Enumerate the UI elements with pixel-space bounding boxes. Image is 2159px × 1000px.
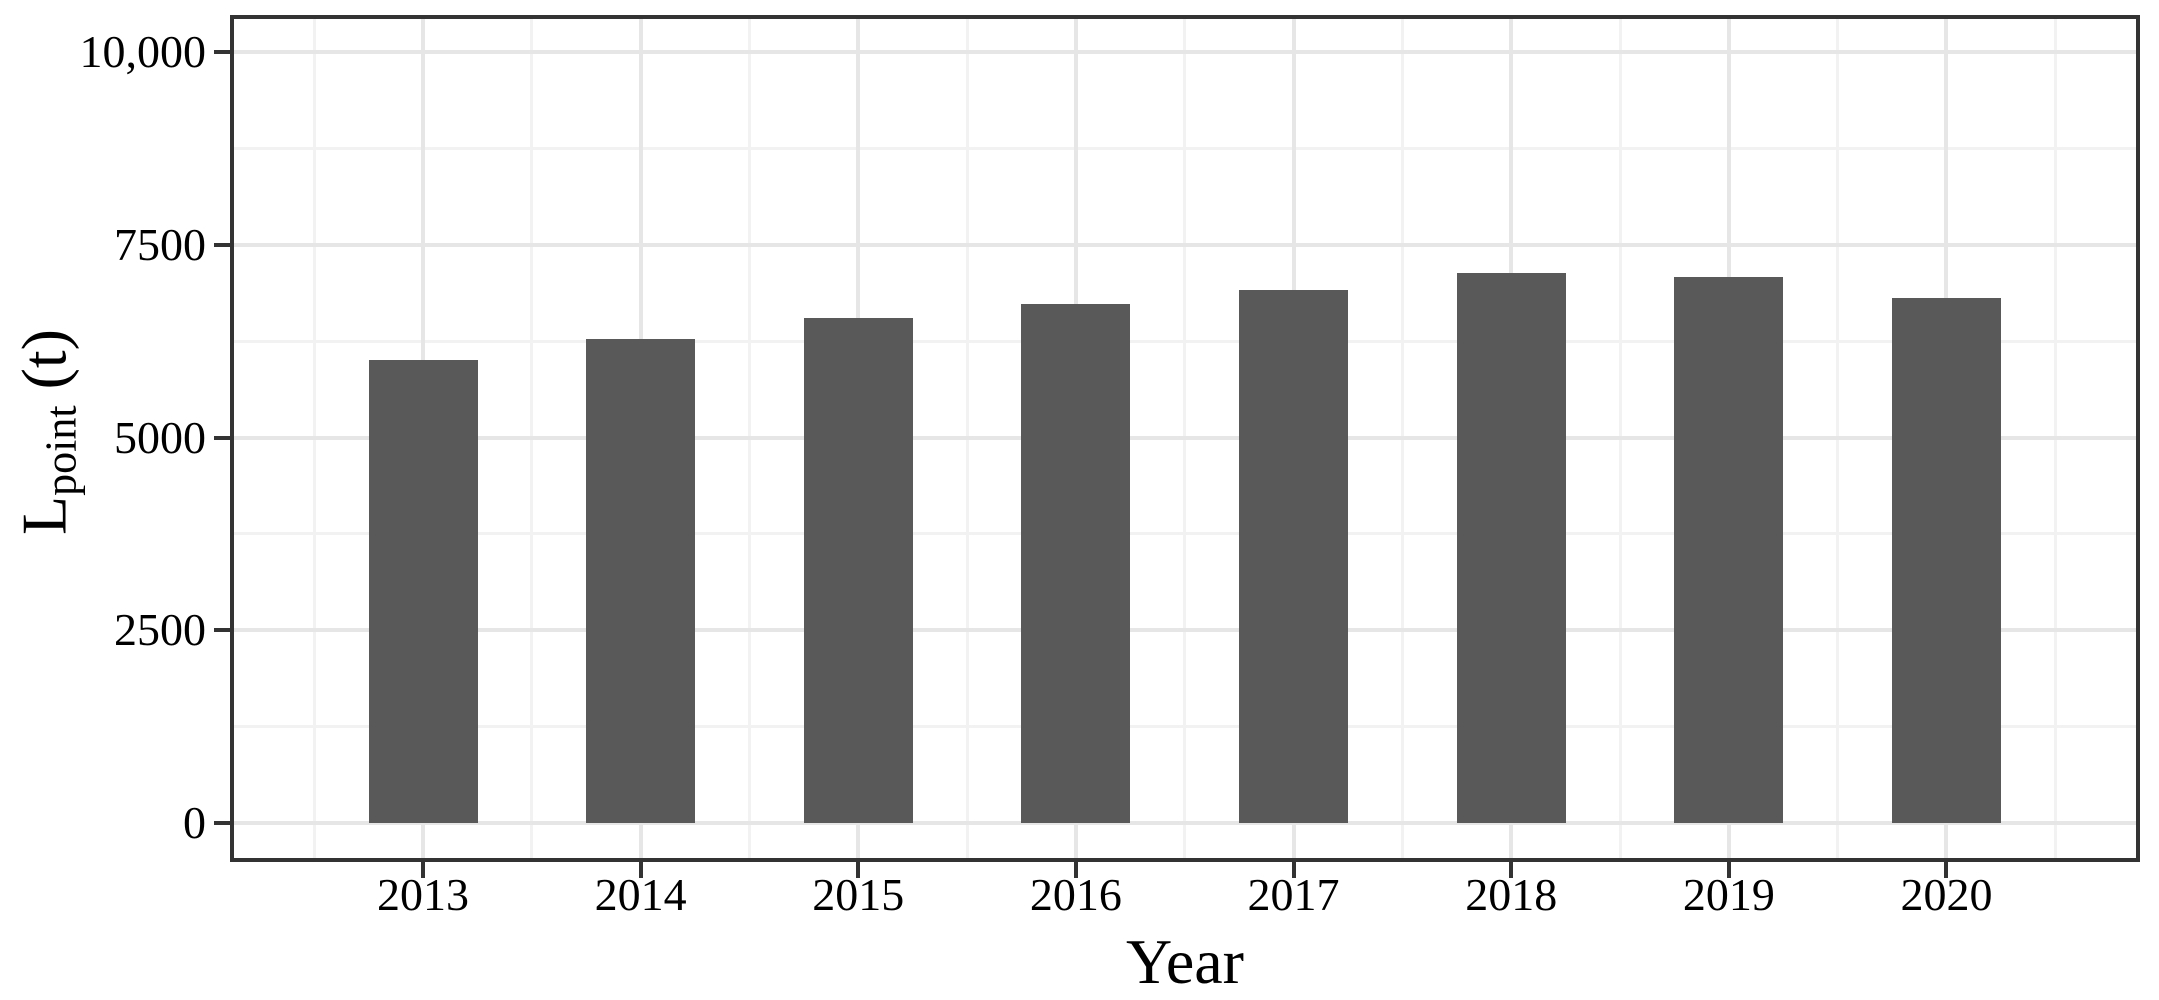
x-tick-label: 2020: [1900, 869, 1993, 920]
x-tick-label: 2018: [1465, 869, 1558, 920]
y-gridline-major: [230, 628, 2140, 633]
y-tick-mark: [214, 242, 230, 247]
y-axis-title-suffix: (t): [8, 329, 80, 406]
x-tick-mark: [856, 862, 861, 878]
bar-2015: [803, 317, 913, 823]
y-tick-label: 0: [183, 797, 206, 848]
x-tick-label: 2013: [377, 869, 469, 920]
y-axis-title-subscript: point: [36, 405, 86, 496]
x-tick-mark: [1291, 862, 1296, 878]
y-tick-mark: [214, 821, 230, 825]
y-gridline-major: [230, 50, 2140, 54]
bar-2013: [368, 360, 478, 823]
y-tick-label: 5000: [114, 411, 206, 463]
y-tick-label: 10,000: [79, 26, 207, 77]
y-gridline-major: [230, 242, 2140, 247]
bar-2014: [586, 338, 696, 823]
y-tick-mark: [214, 435, 230, 440]
y-tick-label: 2500: [114, 604, 206, 656]
x-tick-mark: [421, 862, 425, 878]
bar-2016: [1021, 304, 1131, 823]
bar-2019: [1674, 277, 1784, 823]
x-tick-label: 2019: [1682, 869, 1775, 920]
y-tick-label: 7500: [114, 218, 206, 270]
y-axis-title-base: L: [8, 495, 80, 535]
y-gridline-major: [230, 821, 2140, 825]
y-tick-mark: [214, 628, 230, 633]
plot-panel: [230, 15, 2140, 862]
x-tick-label: 2014: [594, 869, 687, 920]
x-tick-label: 2016: [1029, 869, 1122, 920]
bar-2020: [1891, 297, 2001, 823]
y-tick-mark: [214, 50, 230, 54]
x-axis-title: Year: [1126, 926, 1244, 997]
x-tick-mark: [1073, 862, 1078, 878]
bar-2018: [1456, 273, 1566, 823]
x-tick-label: 2017: [1247, 869, 1340, 920]
x-tick-mark: [1726, 862, 1731, 878]
x-tick-mark: [1509, 862, 1514, 878]
x-tick-mark: [638, 862, 643, 878]
x-tick-mark: [1944, 862, 1949, 878]
y-axis-title: Lpoint (t): [9, 329, 86, 535]
x-tick-label: 2015: [812, 869, 905, 920]
bar-2017: [1239, 290, 1349, 823]
y-gridline-major: [230, 435, 2140, 440]
